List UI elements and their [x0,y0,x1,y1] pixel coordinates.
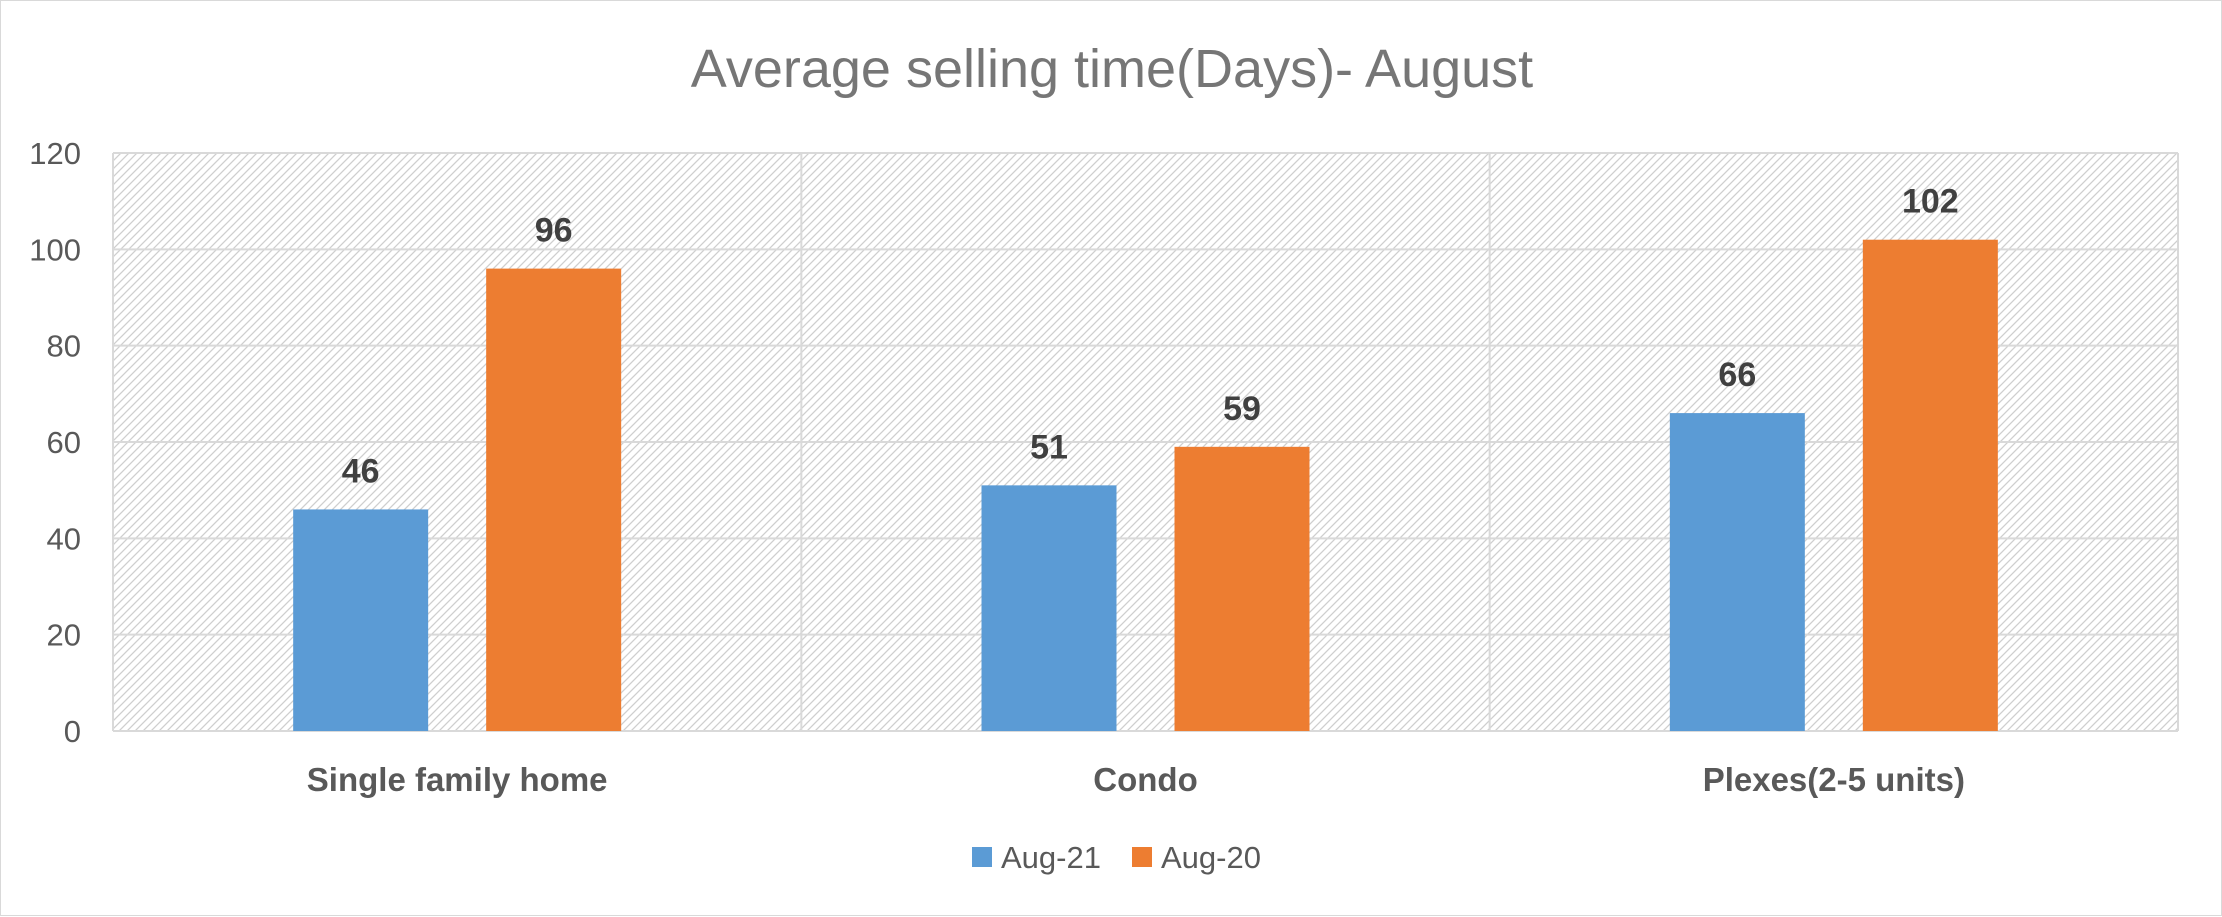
data-label: 51 [1030,428,1068,466]
data-label: 102 [1902,183,1959,221]
x-tick-label: Condo [1093,761,1197,798]
chart-title: Average selling time(Days)- August [691,39,1533,99]
y-tick-label: 60 [47,425,81,460]
y-axis-ticks: 0 20 40 60 80 100 120 [29,136,81,749]
x-tick-label: Plexes(2-5 units) [1703,761,1965,798]
x-axis-ticks: Single family home Condo Plexes(2-5 units) [307,761,1965,798]
bar-aug-20-plexes-2-5-units [1862,239,1998,731]
y-tick-label: 120 [29,136,81,171]
bar-aug-21-condo [981,485,1117,731]
legend-label-aug-20: Aug-20 [1161,840,1261,875]
legend-swatch-aug-20 [1132,847,1152,867]
bar-aug-20-condo [1174,446,1310,731]
data-label: 66 [1718,356,1756,394]
data-label: 46 [342,452,380,490]
data-label: 96 [535,212,573,250]
bars [293,239,1998,731]
y-tick-label: 80 [47,329,81,364]
bar-aug-20-single-family-home [486,268,622,731]
data-labels: 46 96 51 59 66 102 [342,183,1959,491]
y-tick-label: 0 [64,714,81,749]
legend-swatch-aug-21 [972,847,992,867]
y-tick-label: 40 [47,521,81,556]
gridlines [112,152,2179,732]
x-tick-label: Single family home [307,761,608,798]
legend: Aug-21 Aug-20 [972,840,1261,875]
bar-aug-21-plexes-2-5-units [1669,413,1805,731]
legend-label-aug-21: Aug-21 [1001,840,1101,875]
y-tick-label: 100 [29,232,81,267]
data-label: 59 [1223,390,1261,428]
y-tick-label: 20 [47,618,81,653]
bar-aug-21-single-family-home [293,509,429,731]
